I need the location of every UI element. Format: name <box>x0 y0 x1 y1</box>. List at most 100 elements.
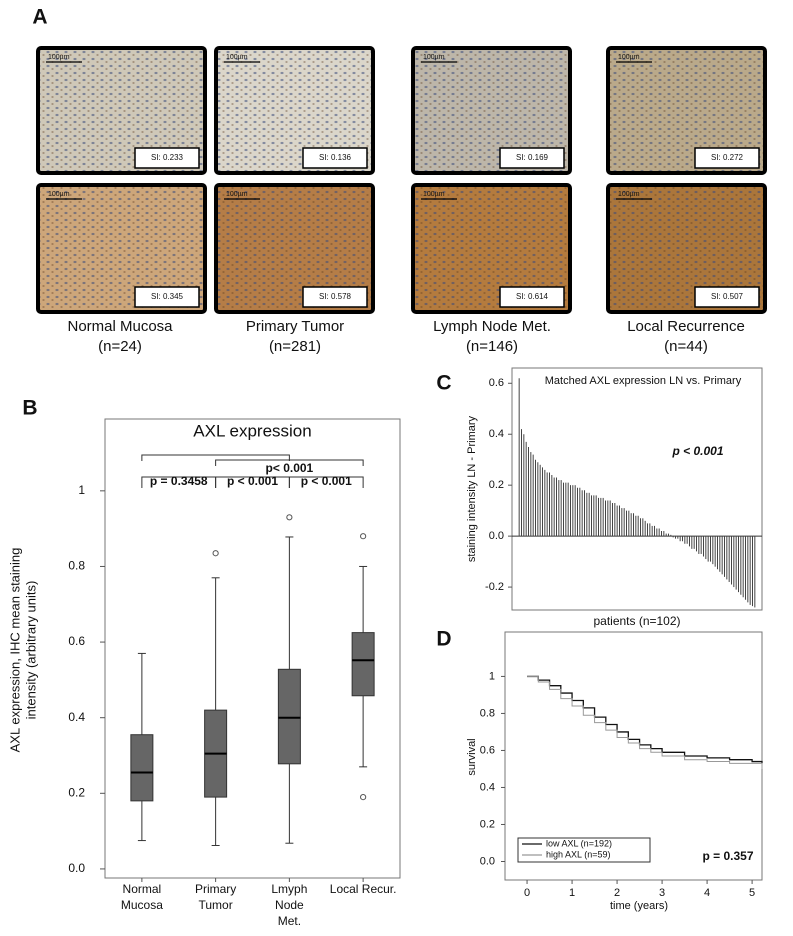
chart-title: Matched AXL expression LN vs. Primary <box>545 375 742 387</box>
si-label: SI: 0.272 <box>711 153 744 162</box>
scale-bar-label: 100µm <box>423 191 445 198</box>
micrograph: 100µm SI: 0.272 <box>606 46 767 175</box>
y-tick-label: 0.8 <box>68 559 85 573</box>
si-label: SI: 0.136 <box>319 153 352 162</box>
y-axis-label: survival <box>466 738 478 775</box>
y-tick-label: 0.6 <box>68 634 85 648</box>
y-axis-label: intensity (arbitrary units) <box>23 581 38 720</box>
p-value: p< 0.001 <box>266 461 314 475</box>
y-tick-label: 0.6 <box>489 377 504 389</box>
y-axis-label: AXL expression, IHC mean staining <box>7 548 22 753</box>
group-n: (n=281) <box>269 338 321 355</box>
y-axis-label: staining intensity LN - Primary <box>466 415 478 562</box>
scale-bar-label: 100µm <box>48 54 70 61</box>
x-tick-label: 5 <box>749 887 755 899</box>
x-axis-label: patients (n=102) <box>593 614 680 628</box>
y-tick-label: 0.4 <box>489 428 504 440</box>
y-tick-label: 1 <box>78 483 85 497</box>
legend-label: high AXL (n=59) <box>546 849 610 859</box>
micrograph: 100µm SI: 0.136 <box>214 46 375 175</box>
box <box>277 668 301 765</box>
box <box>351 632 375 697</box>
micrograph-frame <box>411 46 572 175</box>
x-tick-label: 1 <box>569 887 575 899</box>
annotation: p < 0.001 <box>671 444 723 458</box>
group-name: Local Recurrence <box>627 318 745 335</box>
x-tick-label: Tumor <box>199 898 233 912</box>
y-tick-label: 0.4 <box>68 710 85 724</box>
y-tick-label: 0.2 <box>489 479 504 491</box>
chart-title: AXL expression <box>193 421 311 440</box>
micrograph: 100µm SI: 0.169 <box>411 46 572 175</box>
si-label: SI: 0.578 <box>319 292 352 301</box>
x-tick-label: Mucosa <box>121 898 163 912</box>
group-name: Primary Tumor <box>246 318 344 335</box>
y-tick-label: 1 <box>489 670 495 682</box>
outlier <box>212 550 219 557</box>
si-label: SI: 0.345 <box>151 292 184 301</box>
scale-bar-label: 100µm <box>226 191 248 198</box>
scale-bar-label: 100µm <box>618 54 640 61</box>
y-tick-label: 0.0 <box>489 530 504 542</box>
x-tick-label: Lmyph <box>271 882 307 896</box>
panel-label: B <box>22 397 37 420</box>
x-axis-label: time (years) <box>610 900 668 912</box>
micrograph: 100µm SI: 0.233 <box>36 46 207 175</box>
x-tick-label: Node <box>275 898 304 912</box>
annotation: p = 0.357 <box>702 849 753 863</box>
x-tick-label: 2 <box>614 887 620 899</box>
group-n: (n=24) <box>98 338 142 355</box>
legend-label: low AXL (n=192) <box>546 838 612 848</box>
panel-label: D <box>436 628 451 651</box>
group-n: (n=44) <box>664 338 708 355</box>
micrograph: 100µm SI: 0.614 <box>411 183 572 314</box>
micrograph-frame <box>36 46 207 175</box>
si-label: SI: 0.169 <box>516 153 549 162</box>
x-tick-label: 3 <box>659 887 665 899</box>
x-tick-label: Primary <box>195 882 236 896</box>
micrograph-frame <box>411 183 572 314</box>
outlier <box>286 514 293 521</box>
significance-bracket <box>215 459 364 466</box>
micrograph-frame <box>606 46 767 175</box>
y-tick-label: -0.2 <box>485 581 504 593</box>
micrograph-frame <box>606 183 767 314</box>
micrograph: 100µm SI: 0.507 <box>606 183 767 314</box>
p-value: p < 0.001 <box>227 474 278 488</box>
plot-frame <box>104 418 401 879</box>
si-box <box>134 286 200 308</box>
y-tick-label: 0.8 <box>480 707 495 719</box>
outlier <box>360 533 367 540</box>
si-label: SI: 0.233 <box>151 153 184 162</box>
x-tick-label: 4 <box>704 887 710 899</box>
x-tick-label: Local Recur. <box>330 882 397 896</box>
significance-bracket <box>141 454 290 461</box>
micrograph-frame <box>214 46 375 175</box>
si-box <box>134 147 200 169</box>
group-name: Lymph Node Met. <box>433 318 551 335</box>
micrograph: 100µm SI: 0.578 <box>214 183 375 314</box>
scale-bar-label: 100µm <box>423 54 445 61</box>
y-tick-label: 0.0 <box>480 855 495 867</box>
x-tick-label: Normal <box>123 882 162 896</box>
group-name: Normal Mucosa <box>67 318 173 335</box>
si-box <box>302 147 368 169</box>
panel-label: A <box>32 6 47 29</box>
x-tick-label: Met. <box>278 914 301 928</box>
micrograph-frame <box>36 183 207 314</box>
scale-bar-label: 100µm <box>48 191 70 198</box>
box <box>130 734 154 802</box>
legend-box <box>517 837 651 863</box>
scale-bar-label: 100µm <box>226 54 248 61</box>
plot-frame <box>511 367 763 611</box>
panel-label: C <box>436 372 451 395</box>
group-n: (n=146) <box>466 338 518 355</box>
si-box <box>499 286 565 308</box>
y-tick-label: 0.4 <box>480 781 495 793</box>
si-box <box>694 286 760 308</box>
p-value: p < 0.001 <box>301 474 352 488</box>
x-tick-label: 0 <box>524 887 530 899</box>
si-label: SI: 0.507 <box>711 292 744 301</box>
micrograph-frame <box>214 183 375 314</box>
